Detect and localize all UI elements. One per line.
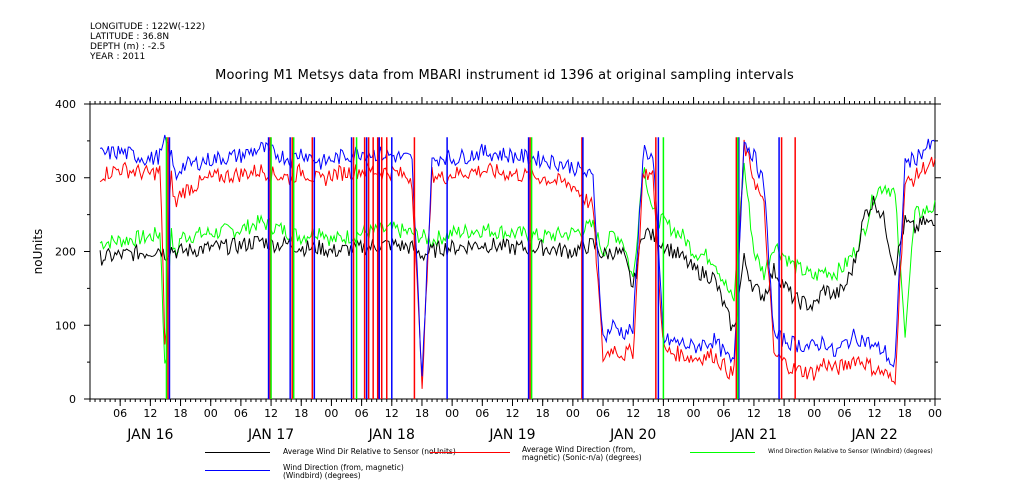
meta-longitude: LONGITUDE : 122W(-122) [90, 22, 206, 32]
x-tick-label: 18 [415, 407, 429, 420]
x-tick-label: 00 [324, 407, 338, 420]
plot-frame [89, 103, 936, 400]
x-tick-label: 06 [355, 407, 369, 420]
x-tick-label: 18 [656, 407, 670, 420]
y-axis-label: noUnits [31, 229, 45, 275]
x-tick-label: 12 [143, 407, 157, 420]
y-tick-label: 100 [55, 319, 76, 332]
series-line-0 [99, 195, 935, 332]
x-tick-label: 12 [747, 407, 761, 420]
series-line-2 [99, 162, 936, 364]
x-tick-label: 06 [475, 407, 489, 420]
x-tick-label: 12 [868, 407, 882, 420]
x-tick-label: 00 [807, 407, 821, 420]
x-day-label: JAN 17 [247, 427, 294, 443]
legend-label: Average Wind Dir Relative to Sensor (noU… [283, 447, 456, 456]
x-day-label: JAN 22 [851, 427, 898, 443]
legend-swatch [205, 470, 270, 471]
x-day-label: JAN 18 [368, 427, 415, 443]
meta-depth: DEPTH (m) : -2.5 [90, 42, 166, 52]
x-tick-label: 18 [294, 407, 308, 420]
x-tick-label: 06 [837, 407, 851, 420]
x-tick-label: 12 [506, 407, 520, 420]
x-tick-label: 00 [687, 407, 701, 420]
legend-label: Wind Direction (from, magnetic) (Windbir… [283, 463, 404, 480]
x-tick-label: 00 [445, 407, 459, 420]
x-day-label: JAN 20 [609, 427, 656, 443]
series-line-1 [99, 139, 936, 389]
legend-swatch [430, 452, 510, 453]
x-day-label: JAN 19 [488, 427, 535, 443]
x-tick-label: 06 [234, 407, 248, 420]
x-tick-label: 18 [898, 407, 912, 420]
x-tick-label: 00 [566, 407, 580, 420]
x-tick-label: 06 [596, 407, 610, 420]
x-day-label: JAN 16 [126, 427, 173, 443]
x-tick-label: 18 [536, 407, 550, 420]
meta-latitude: LATITUDE : 36.8N [90, 32, 170, 42]
metadata-block: LONGITUDE : 122W(-122) LATITUDE : 36.8N … [90, 22, 205, 62]
meta-year: YEAR : 2011 [90, 52, 146, 62]
x-tick-label: 18 [174, 407, 188, 420]
legend-label: Average Wind Direction (from, magnetic) … [522, 445, 642, 462]
x-tick-label: 18 [777, 407, 791, 420]
x-tick-label: 00 [204, 407, 218, 420]
x-tick-label: 12 [626, 407, 640, 420]
x-tick-label: 12 [385, 407, 399, 420]
x-day-label: JAN 21 [730, 427, 777, 443]
chart-title: Mooring M1 Metsys data from MBARI instru… [215, 68, 794, 83]
series-line-3 [99, 134, 936, 377]
legend-swatch [690, 452, 755, 453]
x-tick-label: 06 [113, 407, 127, 420]
x-tick-label: 06 [717, 407, 731, 420]
y-tick-label: 400 [55, 98, 76, 111]
x-tick-label: 00 [928, 407, 942, 420]
y-tick-label: 0 [69, 393, 76, 406]
x-tick-label: 12 [264, 407, 278, 420]
legend-swatch [205, 452, 270, 453]
y-tick-label: 200 [55, 246, 76, 259]
y-tick-label: 300 [55, 172, 76, 185]
legend-label: Wind Direction Relative to Sensor (Windb… [768, 448, 933, 455]
